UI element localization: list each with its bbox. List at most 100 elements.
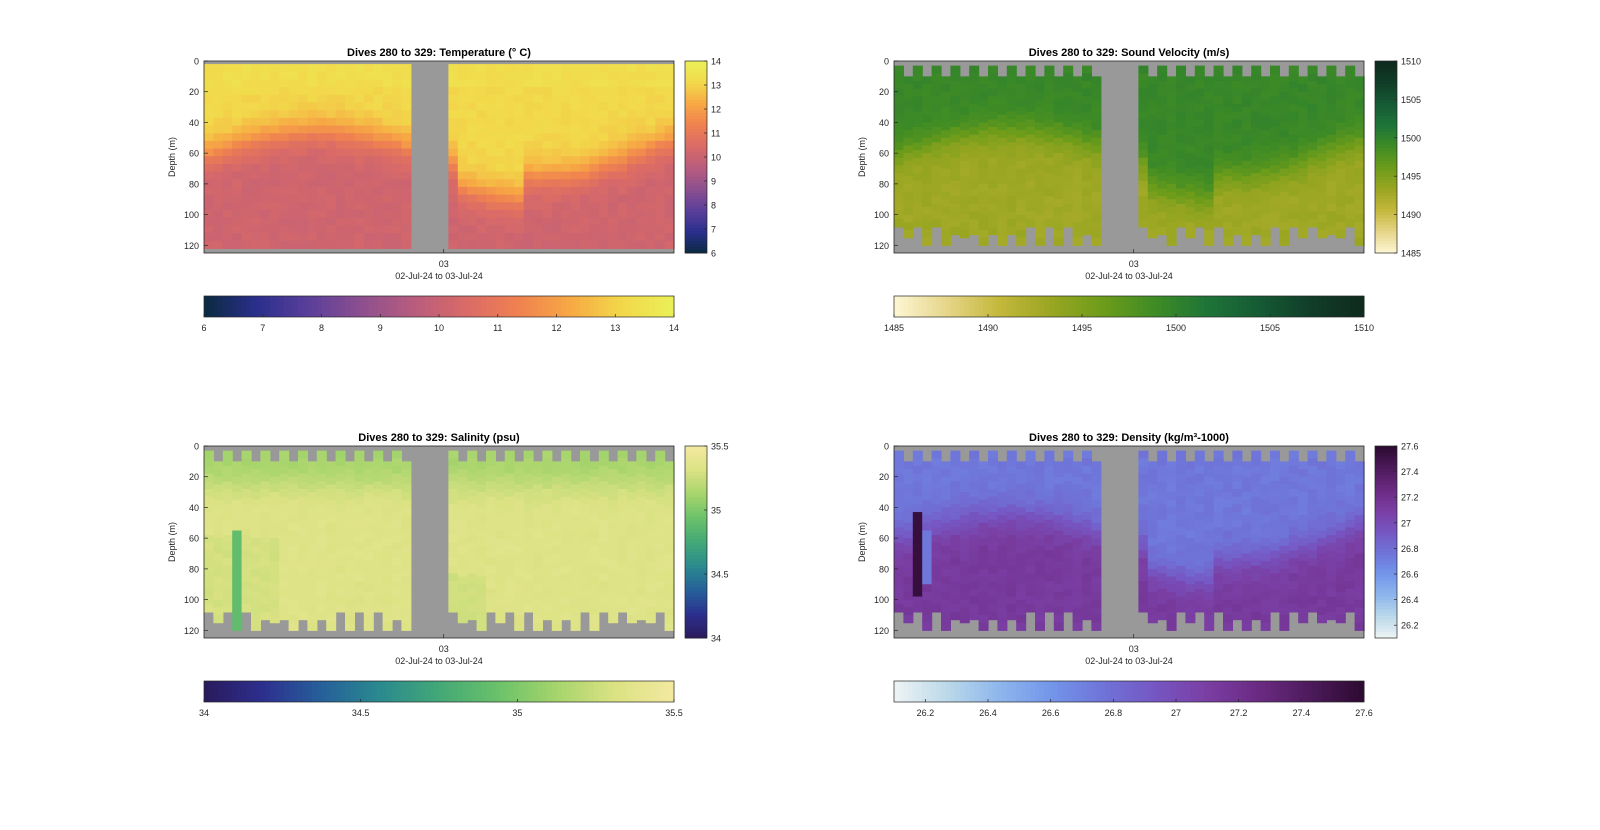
colorbar-bottom-segment: [1321, 681, 1327, 702]
heatmap-cell: [1317, 591, 1327, 601]
heatmap-cell: [664, 599, 675, 608]
heatmap-cell: [533, 102, 543, 111]
heatmap-cell: [580, 519, 590, 529]
heatmap-cell: [213, 202, 224, 211]
heatmap-cell: [486, 171, 496, 180]
colorbar-right-segment: [1375, 481, 1397, 485]
heatmap-cell: [1185, 229, 1196, 239]
colorbar-bottom-segment: [627, 681, 633, 702]
heatmap-cell: [533, 538, 543, 547]
heatmap-cell: [335, 489, 346, 498]
heatmap-cell: [1006, 226, 1017, 236]
heatmap-cell: [598, 202, 609, 211]
heatmap-cell: [950, 104, 961, 113]
heatmap-cell: [950, 196, 961, 205]
heatmap-cell: [1223, 160, 1233, 170]
heatmap-cell: [307, 202, 318, 211]
heatmap-cell: [1288, 458, 1299, 467]
heatmap-cell: [241, 186, 252, 196]
heatmap-cell: [1006, 188, 1017, 197]
heatmap-cell: [392, 565, 402, 575]
heatmap-cell: [1063, 104, 1074, 113]
heatmap-cell: [1270, 512, 1280, 521]
heatmap-cell: [363, 568, 374, 578]
colorbar-bottom-segment: [1237, 296, 1243, 317]
colorbar-bottom-segment: [1020, 681, 1027, 702]
heatmap-cell: [307, 117, 318, 127]
heatmap-cell: [241, 519, 252, 529]
heatmap-cell: [1251, 211, 1262, 220]
heatmap-cell: [1326, 196, 1337, 205]
heatmap-cell: [1288, 450, 1299, 459]
heatmap-cell: [1072, 607, 1083, 616]
heatmap-cell: [931, 465, 942, 475]
heatmap-cell: [335, 240, 346, 249]
heatmap-cell: [1025, 88, 1036, 97]
heatmap-cell: [580, 148, 590, 157]
heatmap-cell: [288, 64, 299, 73]
heatmap-cell: [589, 530, 600, 539]
heatmap-cell: [941, 530, 951, 539]
heatmap-cell: [392, 217, 402, 226]
heatmap-cell: [1232, 226, 1243, 236]
heatmap-cell: [894, 173, 904, 182]
heatmap-cell: [504, 535, 515, 544]
heatmap-cell: [636, 179, 647, 188]
colorbar-bottom-segment: [603, 296, 609, 317]
heatmap-cell: [1232, 196, 1243, 205]
colorbar-right-label: 11: [711, 129, 720, 139]
heatmap-cell: [969, 588, 980, 598]
heatmap-cell: [1270, 588, 1280, 598]
heatmap-cell: [617, 450, 628, 459]
heatmap-cell: [655, 79, 666, 88]
colorbar-right-segment: [685, 246, 707, 251]
heatmap-cell: [316, 542, 327, 552]
heatmap-cell: [486, 550, 496, 559]
heatmap-cell: [941, 84, 951, 93]
colorbar-right-segment: [685, 622, 707, 626]
heatmap-cell: [1194, 481, 1205, 490]
colorbar-right-segment: [1375, 243, 1397, 248]
heatmap-cell: [636, 163, 647, 173]
heatmap-cell: [922, 584, 933, 593]
heatmap-cell: [1279, 553, 1290, 562]
heatmap-cell: [533, 469, 543, 478]
heatmap-cell: [514, 125, 525, 134]
heatmap-cell: [213, 607, 224, 616]
heatmap-cell: [969, 604, 980, 613]
colorbar-bottom-segment: [500, 681, 506, 702]
heatmap-cell: [1063, 65, 1074, 74]
heatmap-cell: [1006, 465, 1017, 475]
heatmap-cell: [288, 194, 299, 203]
heatmap-cell: [608, 71, 619, 81]
heatmap-cell: [1006, 481, 1017, 490]
heatmap-cell: [213, 87, 224, 96]
colorbar-bottom-segment: [222, 296, 228, 317]
heatmap-cell: [1157, 226, 1168, 236]
heatmap-cell: [316, 102, 327, 111]
heatmap-cell: [232, 163, 243, 173]
heatmap-cell: [1213, 596, 1224, 605]
heatmap-cell: [1016, 91, 1027, 100]
heatmap-cell: [969, 542, 980, 552]
colorbar-bottom-segment: [1133, 296, 1139, 317]
heatmap-cell: [1298, 168, 1309, 177]
heatmap-cell: [213, 71, 224, 81]
heatmap-cell: [1223, 99, 1233, 108]
colorbar-right-segment: [1375, 224, 1397, 228]
heatmap-cell: [617, 94, 628, 104]
heatmap-cell: [988, 196, 998, 205]
heatmap-cell: [1279, 492, 1290, 501]
heatmap-cell: [504, 473, 515, 482]
colorbar-right-segment: [685, 227, 707, 232]
heatmap-cell: [448, 163, 459, 173]
heatmap-cell: [335, 519, 346, 529]
heatmap-cell: [335, 186, 346, 196]
heatmap-cell: [298, 581, 308, 590]
colorbar-bottom-segment: [1006, 681, 1012, 702]
heatmap-cell: [448, 596, 459, 605]
heatmap-cell: [1016, 561, 1027, 570]
heatmap-cell: [335, 581, 346, 590]
heatmap-cell: [1185, 99, 1196, 108]
heatmap-cell: [997, 160, 1008, 170]
